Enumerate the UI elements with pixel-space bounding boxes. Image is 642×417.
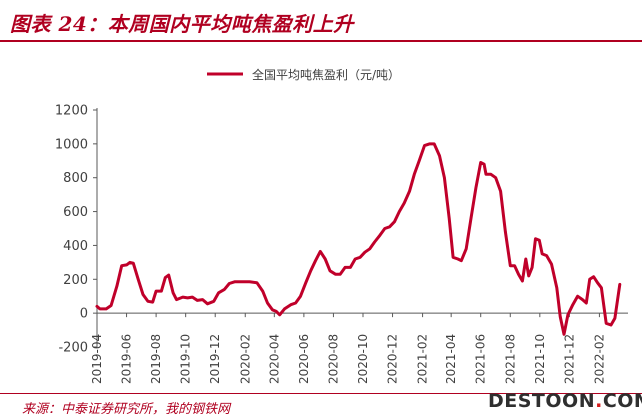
y-tick-label: 600 xyxy=(63,205,88,220)
series-line xyxy=(95,142,622,336)
x-tick-label: 2021-04 xyxy=(444,334,458,384)
x-tick-label: 2019-08 xyxy=(149,334,163,384)
x-tick-label: 2020-12 xyxy=(386,334,400,384)
chart-title: 图表 24：本周国内平均吨焦盈利上升 xyxy=(10,12,354,36)
x-tick-label: 2020-04 xyxy=(267,334,281,384)
x-tick-label: 2021-10 xyxy=(533,334,547,384)
watermark: DESTOON.COM xyxy=(488,390,642,412)
x-tick-label: 2019-12 xyxy=(208,334,222,384)
x-tick-label: 2021-02 xyxy=(416,334,430,384)
title-rule xyxy=(0,40,642,42)
bottom-rule xyxy=(0,393,642,394)
series-group xyxy=(95,142,622,336)
x-tick-label: 2022-02 xyxy=(592,334,606,384)
x-tick-label: 2020-02 xyxy=(238,334,252,384)
x-tick-label: 2021-08 xyxy=(503,334,517,384)
legend-label: 全国平均吨焦盈利（元/吨） xyxy=(252,67,400,82)
watermark-dot: . xyxy=(595,390,603,412)
y-tick-label: 1200 xyxy=(55,104,88,119)
source-note: 来源：中泰证券研究所，我的钢铁网 xyxy=(22,402,231,417)
y-tick-label: 0 xyxy=(80,307,88,322)
axes xyxy=(96,108,628,347)
watermark-main: DESTOON xyxy=(488,390,596,412)
y-tick-label: 200 xyxy=(63,273,88,288)
x-tick-label: 2019-10 xyxy=(179,334,193,384)
y-tick-label: -200 xyxy=(58,341,88,356)
x-tick-label: 2021-06 xyxy=(474,334,488,384)
watermark-suffix: COM xyxy=(602,390,642,412)
legend: 全国平均吨焦盈利（元/吨） xyxy=(207,67,400,82)
x-tick-label: 2019-04 xyxy=(90,334,104,384)
x-tick-label: 2020-08 xyxy=(326,334,340,384)
x-tick-label: 2020-06 xyxy=(297,334,311,384)
x-tick-label: 2021-12 xyxy=(562,334,576,384)
y-axis-ticks: -200 0 200 400 600 800 1000 1200 xyxy=(55,104,97,356)
y-tick-label: 800 xyxy=(63,171,88,186)
y-tick-label: 400 xyxy=(63,239,88,254)
x-tick-label: 2019-06 xyxy=(120,334,134,384)
x-axis-ticks: 2019-04 2019-06 2019-08 2019-10 2019-12 2020-… xyxy=(90,313,606,384)
x-tick-label: 2020-10 xyxy=(356,334,370,384)
y-tick-label: 1000 xyxy=(55,137,88,152)
